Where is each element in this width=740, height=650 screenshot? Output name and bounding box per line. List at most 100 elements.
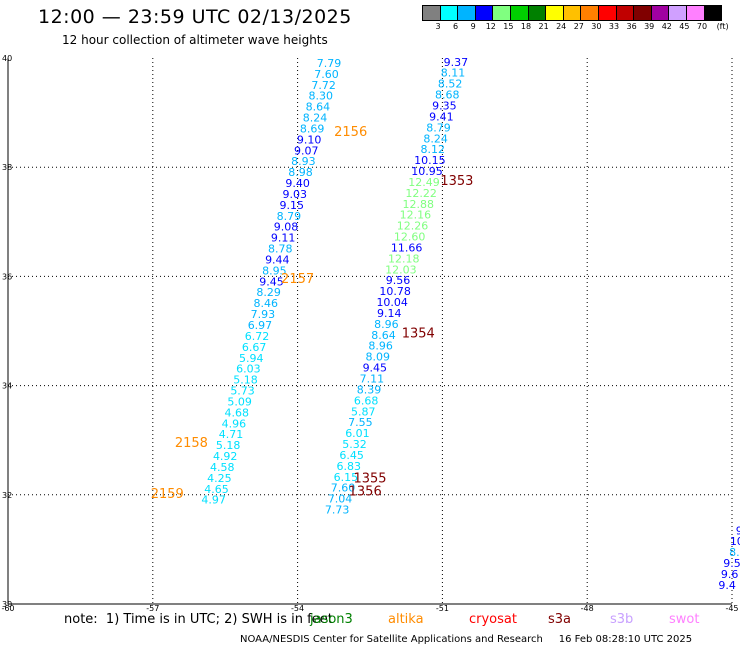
wave-height-value: 12.22 (405, 187, 437, 200)
pass-number-label: 1356 (349, 484, 382, 499)
wave-height-value: 8.24 (423, 132, 448, 145)
wave-height-value: 7.79 (317, 57, 342, 70)
y-tick-label: 32 (2, 491, 12, 500)
pass-number-label: 1354 (402, 327, 435, 342)
pass-number-label: 2158 (175, 436, 208, 451)
wave-height-value: 6.15 (334, 471, 359, 484)
wave-height-value: 10.04 (376, 296, 408, 309)
legend-label: 15 (503, 22, 514, 31)
legend-label: 24 (556, 22, 567, 31)
legend-label: 21 (538, 22, 549, 31)
wave-height-value: 9.03 (282, 188, 307, 201)
y-tick-label: 38 (2, 163, 12, 172)
legend-label: 12 (485, 22, 496, 31)
footnote: note: 1) Time is in UTC; 2) SWH is in fe… (64, 612, 333, 627)
wave-height-value: 9.08 (274, 221, 299, 234)
x-tick-label: -57 (146, 604, 159, 613)
wave-height-value: 12.16 (400, 209, 432, 222)
wave-height-value: 4.58 (210, 461, 235, 474)
wave-height-value: 4.97 (201, 494, 226, 507)
wave-height-value: 8.96 (374, 318, 399, 331)
wave-height-value: 8.09 (365, 351, 390, 364)
y-tick-label: 30 (2, 600, 12, 609)
wave-height-value: 7.11 (360, 373, 385, 386)
wave-height-value: 6.45 (339, 449, 364, 462)
legend-label: (ft) (716, 22, 729, 31)
wave-height-value: 9.45 (259, 275, 284, 288)
legend-label: 18 (520, 22, 532, 31)
y-tick-label: 34 (2, 382, 12, 391)
wave-height-value: 8.11 (441, 67, 466, 80)
wave-height-value: 8.78 (268, 243, 293, 256)
legend-label: 30 (591, 22, 602, 31)
legend-label: 33 (608, 22, 620, 31)
satellite-name: s3b (610, 612, 634, 627)
wave-height-value: 9.37 (444, 56, 469, 69)
wave-height-value: 8.68 (435, 89, 460, 102)
pass-number-label: 1353 (440, 174, 473, 189)
wave-height-value: 9.07 (294, 144, 319, 157)
legend-swatch (703, 5, 723, 21)
x-tick-label: -54 (291, 604, 304, 613)
wave-height-value: 8.52 (438, 78, 463, 91)
wave-height-value: 5.87 (351, 405, 376, 418)
wave-height-value: 12.88 (403, 198, 435, 211)
wave-height-value: 9.14 (377, 307, 402, 320)
wave-height-value: 4.65 (204, 483, 229, 496)
wave-height-value: 6.67 (242, 341, 267, 354)
wave-height-value: 12.03 (385, 263, 417, 276)
legend-label: 6 (453, 22, 459, 31)
wave-height-value: 10.15 (414, 154, 446, 167)
pass-number-label: 1355 (353, 471, 386, 486)
legend-label: 27 (573, 22, 584, 31)
wave-height-value: 7.60 (331, 482, 356, 495)
wave-height-value: 8.98 (288, 166, 313, 179)
wave-height-value: 9.6 (721, 568, 739, 581)
wave-height-value: 8.29 (256, 286, 281, 299)
wave-height-value: 6.72 (245, 330, 270, 343)
wave-height-value: 11.66 (391, 241, 423, 254)
wave-height-value: 9.5 (723, 557, 740, 570)
legend-label: 42 (661, 22, 672, 31)
pass-number-label: 2156 (334, 125, 367, 140)
satellite-name: altika (388, 612, 424, 627)
wave-height-value: 9.35 (432, 100, 457, 113)
wave-height-value: 6.68 (354, 394, 379, 407)
x-tick-label: -48 (581, 604, 594, 613)
wave-height-value: 8.24 (303, 112, 328, 125)
wave-height-value: 6.03 (236, 363, 261, 376)
wave-height-value: 4.68 (225, 406, 250, 419)
pass-number-label: 2157 (281, 272, 314, 287)
page-subtitle: 12 hour collection of altimeter wave hei… (62, 33, 328, 47)
wave-height-value: 8.12 (420, 143, 445, 156)
wave-height-value: 6.01 (345, 427, 370, 440)
wave-height-value: 10 (730, 535, 740, 548)
wave-height-value: 8.79 (426, 121, 451, 134)
legend-label: 70 (696, 22, 708, 31)
wave-height-value: 8.79 (277, 210, 302, 223)
wave-height-value: 7.73 (325, 504, 350, 517)
legend-label: 39 (644, 22, 655, 31)
wave-height-value: 9.45 (363, 362, 388, 375)
wave-height-value: 12.18 (388, 252, 420, 265)
wave-height-value: 10.95 (411, 165, 443, 178)
wave-height-value: 8.93 (291, 155, 316, 168)
wave-height-value: 9.40 (285, 177, 310, 190)
x-tick-label: -60 (1, 604, 14, 613)
legend-label: 9 (470, 22, 476, 31)
wave-height-value: 8.64 (306, 101, 331, 114)
wave-height-value: 5.32 (342, 438, 367, 451)
wave-height-value: 8.69 (300, 122, 325, 135)
wave-height-value: 8.46 (253, 297, 278, 310)
wave-height-value: 5.18 (233, 374, 258, 387)
wave-height-value: 4.96 (222, 417, 247, 430)
wave-height-value: 9.11 (271, 232, 296, 245)
wave-height-value: 4.71 (219, 428, 244, 441)
wave-height-value: 7.72 (311, 79, 336, 92)
legend-label: 3 (435, 22, 441, 31)
page-title: 12:00 — 23:59 UTC 02/13/2025 (38, 6, 352, 28)
credit-footer: NOAA/NESDIS Center for Satellite Applica… (240, 634, 693, 645)
wave-height-value: 4.92 (213, 450, 238, 463)
